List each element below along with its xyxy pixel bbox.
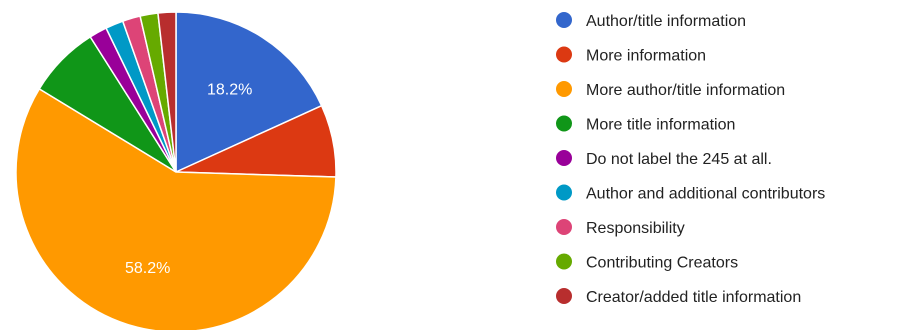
pie-data-labels: 18.2% 58.2% — [125, 82, 252, 278]
slice-data-label: 58.2% — [125, 260, 170, 277]
legend-item[interactable]: Author/title information — [556, 12, 746, 30]
legend-swatch — [556, 288, 572, 304]
legend-swatch — [556, 219, 572, 235]
legend-label: More author/title information — [586, 82, 785, 99]
legend-swatch — [556, 115, 572, 132]
legend-label: More title information — [586, 117, 735, 134]
legend-item[interactable]: Responsibility — [556, 219, 685, 237]
legend-label: Author and additional contributors — [586, 186, 825, 203]
legend-label: Author/title information — [586, 13, 746, 30]
legend-label: Do not label the 245 at all. — [586, 151, 772, 168]
legend-item[interactable]: More author/title information — [556, 81, 785, 99]
legend-swatch — [556, 184, 572, 201]
pie-slices — [15, 11, 337, 330]
legend: Author/title information More information… — [556, 12, 825, 306]
legend-swatch — [556, 46, 572, 63]
legend-item[interactable]: Do not label the 245 at all. — [556, 150, 772, 168]
legend-label: Responsibility — [586, 220, 685, 237]
legend-item[interactable]: Contributing Creators — [556, 253, 738, 272]
legend-swatch — [556, 253, 572, 270]
legend-item[interactable]: More title information — [556, 115, 735, 134]
legend-swatch — [556, 12, 572, 28]
legend-item[interactable]: Author and additional contributors — [556, 184, 825, 203]
legend-label: More information — [586, 48, 706, 65]
legend-label: Contributing Creators — [586, 255, 738, 272]
slice-data-label: 18.2% — [207, 82, 252, 99]
pie-slice — [175, 11, 323, 174]
legend-swatch — [556, 150, 572, 166]
legend-item[interactable]: Creator/added title information — [556, 288, 801, 306]
pie-slice — [15, 87, 337, 330]
legend-label: Creator/added title information — [586, 289, 801, 306]
legend-swatch — [556, 81, 572, 97]
pie-slice — [157, 11, 177, 173]
legend-item[interactable]: More information — [556, 46, 706, 65]
